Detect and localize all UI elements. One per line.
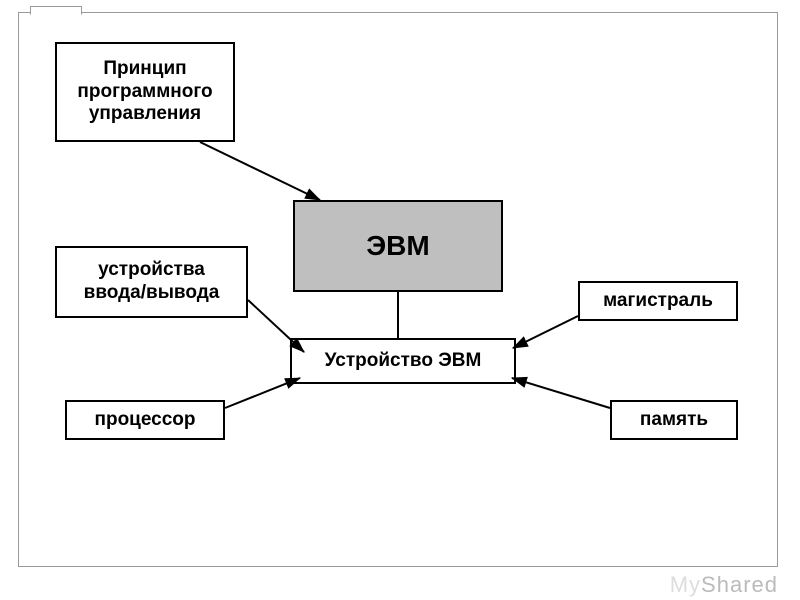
- watermark-prefix: My: [670, 572, 701, 597]
- watermark-main: Shared: [701, 572, 778, 597]
- node-bus-label: магистраль: [603, 290, 713, 313]
- node-bus: магистраль: [578, 281, 738, 321]
- node-io-devices: устройстваввода/вывода: [55, 246, 248, 318]
- node-principle: Принциппрограммногоуправления: [55, 42, 235, 142]
- node-cpu-label: процессор: [94, 409, 195, 432]
- watermark: MyShared: [670, 572, 778, 598]
- node-evm-device: Устройство ЭВМ: [290, 338, 516, 384]
- node-processor: процессор: [65, 400, 225, 440]
- node-io-label: устройстваввода/вывода: [84, 259, 220, 305]
- frame-tab-notch: [30, 6, 82, 15]
- node-evm: ЭВМ: [293, 200, 503, 292]
- node-evm-label: ЭВМ: [366, 229, 429, 263]
- node-memory: память: [610, 400, 738, 440]
- node-device-label: Устройство ЭВМ: [325, 350, 482, 373]
- node-principle-label: Принциппрограммногоуправления: [77, 58, 212, 126]
- node-memory-label: память: [640, 409, 708, 432]
